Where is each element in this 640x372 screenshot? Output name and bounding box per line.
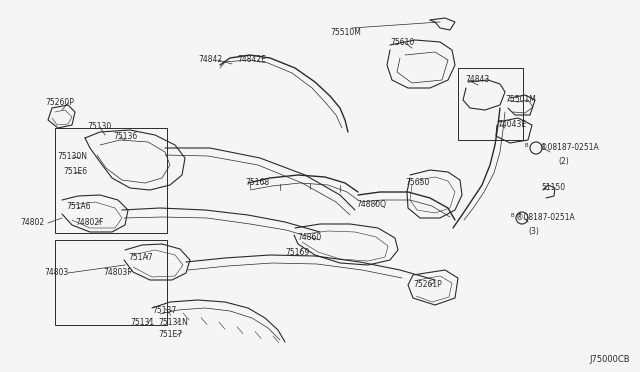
Text: 75261P: 75261P	[413, 280, 442, 289]
Text: (2): (2)	[558, 157, 569, 166]
Text: 751A7: 751A7	[128, 253, 152, 262]
Text: (3): (3)	[528, 227, 539, 236]
Text: B: B	[510, 212, 514, 218]
Text: 51150: 51150	[541, 183, 565, 192]
Text: 74880Q: 74880Q	[356, 200, 386, 209]
Text: J75000CB: J75000CB	[589, 355, 630, 364]
Text: 75169: 75169	[285, 248, 309, 257]
Text: 751E6: 751E6	[63, 167, 87, 176]
Text: 75168: 75168	[245, 178, 269, 187]
Text: 751A6: 751A6	[66, 202, 91, 211]
Text: 75137: 75137	[152, 306, 176, 315]
Text: 74043E: 74043E	[497, 120, 526, 129]
Text: 75610: 75610	[390, 38, 414, 47]
Text: B: B	[524, 142, 528, 148]
Text: 74842: 74842	[198, 55, 222, 64]
Text: 74860: 74860	[297, 233, 321, 242]
Bar	[458, 68, 523, 140]
Text: 74843: 74843	[465, 75, 489, 84]
Text: 751E7: 751E7	[158, 330, 182, 339]
Text: 75130N: 75130N	[57, 152, 87, 161]
Text: 75136: 75136	[113, 132, 137, 141]
Text: 74802F: 74802F	[75, 218, 104, 227]
Bar	[55, 128, 167, 233]
Text: 75130: 75130	[87, 122, 111, 131]
Text: 74842E: 74842E	[237, 55, 266, 64]
Text: 74803F: 74803F	[103, 268, 132, 277]
Text: 75260P: 75260P	[45, 98, 74, 107]
Text: ®08187-0251A: ®08187-0251A	[540, 143, 599, 152]
Text: 74803: 74803	[44, 268, 68, 277]
Text: 75501M: 75501M	[505, 95, 536, 104]
Text: ®08187-0251A: ®08187-0251A	[516, 213, 575, 222]
Text: 75131N: 75131N	[158, 318, 188, 327]
Bar	[55, 240, 167, 325]
Text: 75510M: 75510M	[330, 28, 361, 37]
Text: 75131: 75131	[130, 318, 154, 327]
Text: 74802: 74802	[20, 218, 44, 227]
Text: 75650: 75650	[405, 178, 429, 187]
